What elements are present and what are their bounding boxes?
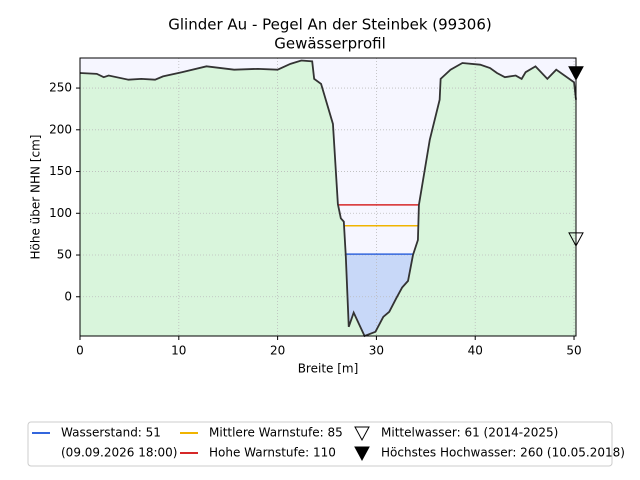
x-tick-label: 40 xyxy=(468,344,483,358)
y-tick-label: 100 xyxy=(49,206,72,220)
legend-marker xyxy=(354,446,370,462)
y-tick-label: 150 xyxy=(49,164,72,178)
legend-label: Hohe Warnstufe: 110 xyxy=(209,446,336,460)
x-tick-label: 50 xyxy=(566,344,581,358)
x-tick-label: 10 xyxy=(171,344,186,358)
x-tick-label: 20 xyxy=(270,344,285,358)
legend-box xyxy=(27,421,613,467)
x-tick-label: 30 xyxy=(369,344,384,358)
x-tick-label: 0 xyxy=(76,344,84,358)
y-tick-label: 200 xyxy=(49,122,72,136)
legend-label: Mittlere Warnstufe: 85 xyxy=(209,426,343,440)
y-axis-label: Höhe über NHN [cm] xyxy=(29,135,43,260)
legend-note: (09.09.2026 18:00) xyxy=(61,446,177,460)
legend-marker xyxy=(354,426,370,442)
legend-label: Höchstes Hochwasser: 260 (10.05.2018) xyxy=(381,446,625,460)
plot-frame xyxy=(79,57,577,337)
legend-label: Wasserstand: 51 xyxy=(61,426,161,440)
profile-line xyxy=(79,59,577,338)
legend-label: Mittelwasser: 61 (2014-2025) xyxy=(381,426,558,440)
ground xyxy=(80,60,576,336)
y-tick-label: 50 xyxy=(57,248,72,262)
y-tick-label: 250 xyxy=(49,81,72,95)
chart-title: Glinder Au - Pegel An der Steinbek (9930… xyxy=(168,16,491,34)
y-tick-label: 0 xyxy=(64,289,72,303)
x-axis-label: Breite [m] xyxy=(298,362,359,376)
chart-subtitle: Gewässerprofil xyxy=(274,35,386,53)
